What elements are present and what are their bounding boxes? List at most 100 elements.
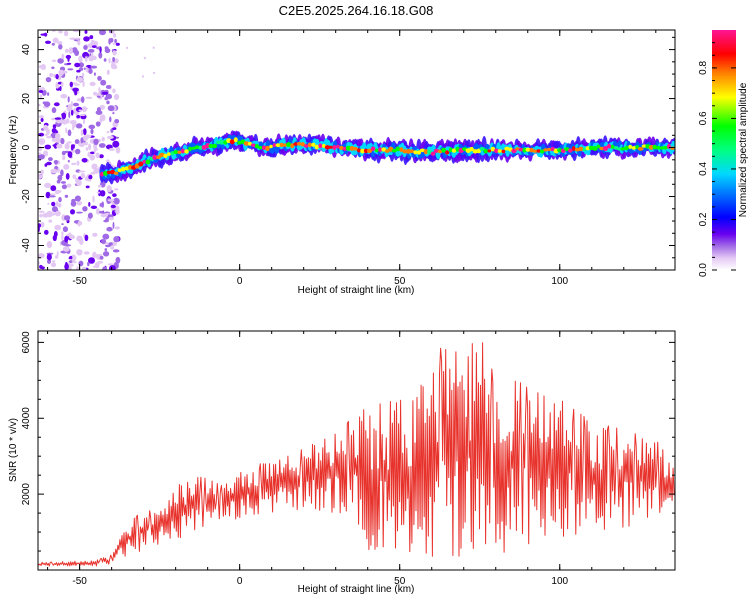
noise-blob [106,159,110,163]
noise-blob [105,93,113,100]
noise-blob [91,45,97,48]
ridge-core [275,143,281,148]
noise-blob [81,107,88,110]
noise-blob [83,251,90,255]
ridge-core [419,148,425,153]
noise-blob [112,193,117,198]
ridge-core [370,146,376,151]
noise-blob [78,55,83,63]
noise-blob [101,91,109,95]
noise-blob [50,132,57,139]
noise-blob [78,67,84,71]
ridge-core [300,142,305,147]
ridge-core [336,144,340,149]
noise-blob [91,163,98,170]
noise-blob [88,202,91,207]
y-tick-label: 6000 [21,331,32,354]
noise-blob [47,92,50,96]
noise-blob [61,53,65,60]
ridge-core [620,147,626,151]
noise-blob [67,62,72,65]
snr-ylabel: SNR (10 * v/v) [8,418,19,482]
noise-blob [78,62,85,68]
ridge-core [606,143,612,149]
noise-blob [93,40,99,47]
ridge-core [233,137,238,143]
noise-blob [76,76,84,83]
noise-blob [87,212,93,219]
ridge-core [610,144,615,149]
noise-blob [88,257,95,264]
noise-blob [89,154,95,161]
ridge-core [374,148,379,153]
ridge-core [662,145,668,150]
ridge-core [427,149,432,155]
noise-blob [81,72,85,78]
y-tick-label: 20 [21,93,32,105]
noise-blob [76,69,81,73]
ridge-core [188,146,192,152]
noise-blob [57,41,63,45]
noise-blob [85,56,88,62]
ridge-core [155,155,161,159]
noise-blob [50,262,57,268]
noise-blob [61,119,68,125]
noise-blob [114,38,117,44]
colorbar: 0.0 0.2 0.4 0.6 0.8 Normalized spectral ampl… [698,30,749,277]
noise-blob [90,65,98,69]
noise-blob [50,193,56,196]
ridge-core [631,146,636,150]
noise-blob [67,68,74,71]
noise-blob [80,129,84,136]
noise-blob [58,190,62,193]
noise-blob [88,143,92,151]
noise-blob [45,77,52,83]
noise-blob [57,58,64,64]
noise-blob [88,174,93,180]
noise-blob [106,130,110,134]
ridge-core [592,146,598,151]
ridge-core [223,140,228,145]
noise-blob [46,241,53,248]
noise-blob [61,184,67,190]
noise-blob [88,68,93,74]
noise-blob [38,103,41,107]
ridge-core [525,147,531,152]
noise-blob [107,199,115,202]
ridge-core [543,148,548,152]
noise-blob [102,266,108,270]
noise-blob [110,204,116,209]
noise-blob [70,209,75,215]
colorbar-tick-label: 0.4 [698,162,709,176]
noise-blob [83,128,87,136]
y-tick-label: -40 [21,238,32,253]
noise-blob [111,60,116,64]
noise-blob [38,152,42,155]
noise-blob [64,194,69,198]
noise-blob [82,206,88,212]
noise-blob [38,253,45,259]
noise-blob [81,266,87,270]
y-tick-label: 0 [21,144,32,150]
ridge-core [413,150,418,155]
noise-blob [55,73,59,80]
noise-blob [40,169,44,175]
ridge-core [494,148,499,154]
noise-blob [60,137,65,145]
noise-blob [97,75,102,81]
noise-blob [80,96,85,103]
noise-blob [77,220,83,226]
noise-blob [89,81,96,87]
noise-blob [84,234,89,241]
noise-blob [92,232,98,237]
noise-blob [54,117,62,120]
noise-blob [87,261,90,267]
noise-blob [113,197,120,205]
ridge-core [624,145,629,151]
noise-blob [70,109,74,116]
noise-blob [62,155,66,161]
noise-blob [53,160,59,164]
ridge-core [250,143,256,147]
noise-blob [47,202,50,205]
noise-blob [112,57,115,62]
